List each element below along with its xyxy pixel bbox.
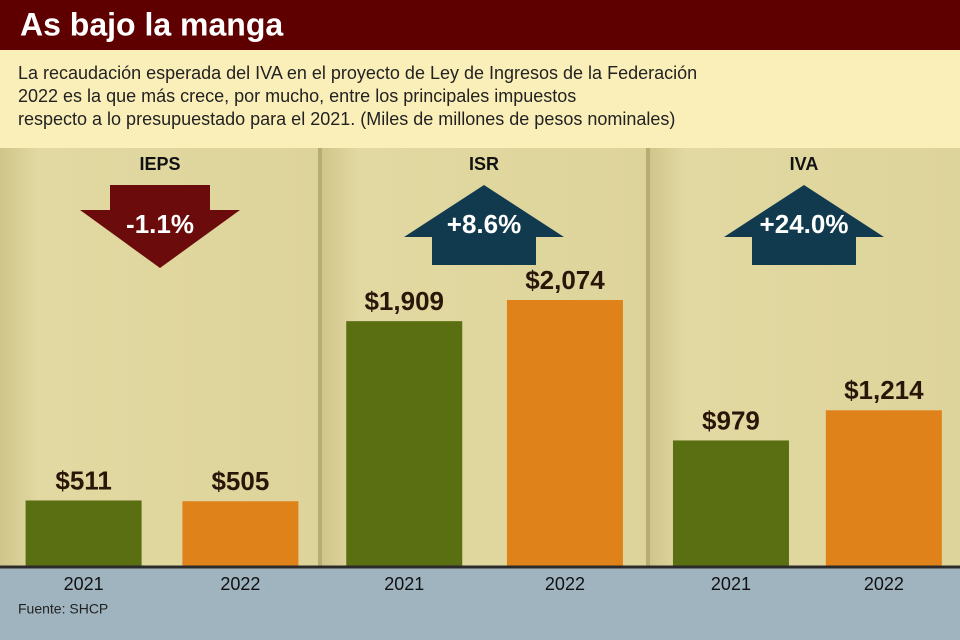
bar — [25, 500, 142, 566]
value-label: $1,909 — [364, 286, 444, 316]
panel-title: IEPS — [139, 154, 180, 174]
value-label: $511 — [55, 465, 111, 495]
subtitle-line: La recaudación esperada del IVA en el pr… — [18, 63, 697, 83]
change-label: +24.0% — [760, 209, 849, 239]
bar — [346, 321, 463, 566]
value-label: $1,214 — [844, 375, 924, 405]
bar — [825, 410, 942, 566]
x-tick-label: 2022 — [545, 574, 585, 594]
change-arrow — [80, 185, 240, 268]
change-label: -1.1% — [126, 209, 194, 239]
panel-divider — [646, 148, 650, 566]
value-label: $505 — [211, 466, 269, 496]
bar — [182, 501, 299, 566]
footer-band — [0, 566, 960, 640]
x-tick-label: 2021 — [711, 574, 751, 594]
x-tick-label: 2021 — [64, 574, 104, 594]
title: As bajo la manga — [20, 6, 283, 42]
value-label: $979 — [702, 405, 760, 435]
panel-divider — [318, 148, 322, 566]
panel-title: IVA — [790, 154, 819, 174]
change-arrow — [404, 185, 564, 265]
change-label: +8.6% — [447, 209, 521, 239]
subtitle-line: respecto a lo presupuestado para el 2021… — [18, 109, 675, 129]
bar — [672, 440, 789, 566]
value-label: $2,074 — [525, 265, 605, 295]
x-tick-label: 2022 — [220, 574, 260, 594]
subtitle-band — [0, 50, 960, 148]
header-band — [0, 0, 960, 50]
panel-title: ISR — [469, 154, 499, 174]
source: Fuente: SHCP — [18, 601, 108, 617]
subtitle-line: 2022 es la que más crece, por mucho, ent… — [18, 86, 576, 106]
bar — [506, 300, 623, 566]
x-tick-label: 2021 — [384, 574, 424, 594]
change-arrow — [724, 185, 884, 265]
x-tick-label: 2022 — [864, 574, 904, 594]
